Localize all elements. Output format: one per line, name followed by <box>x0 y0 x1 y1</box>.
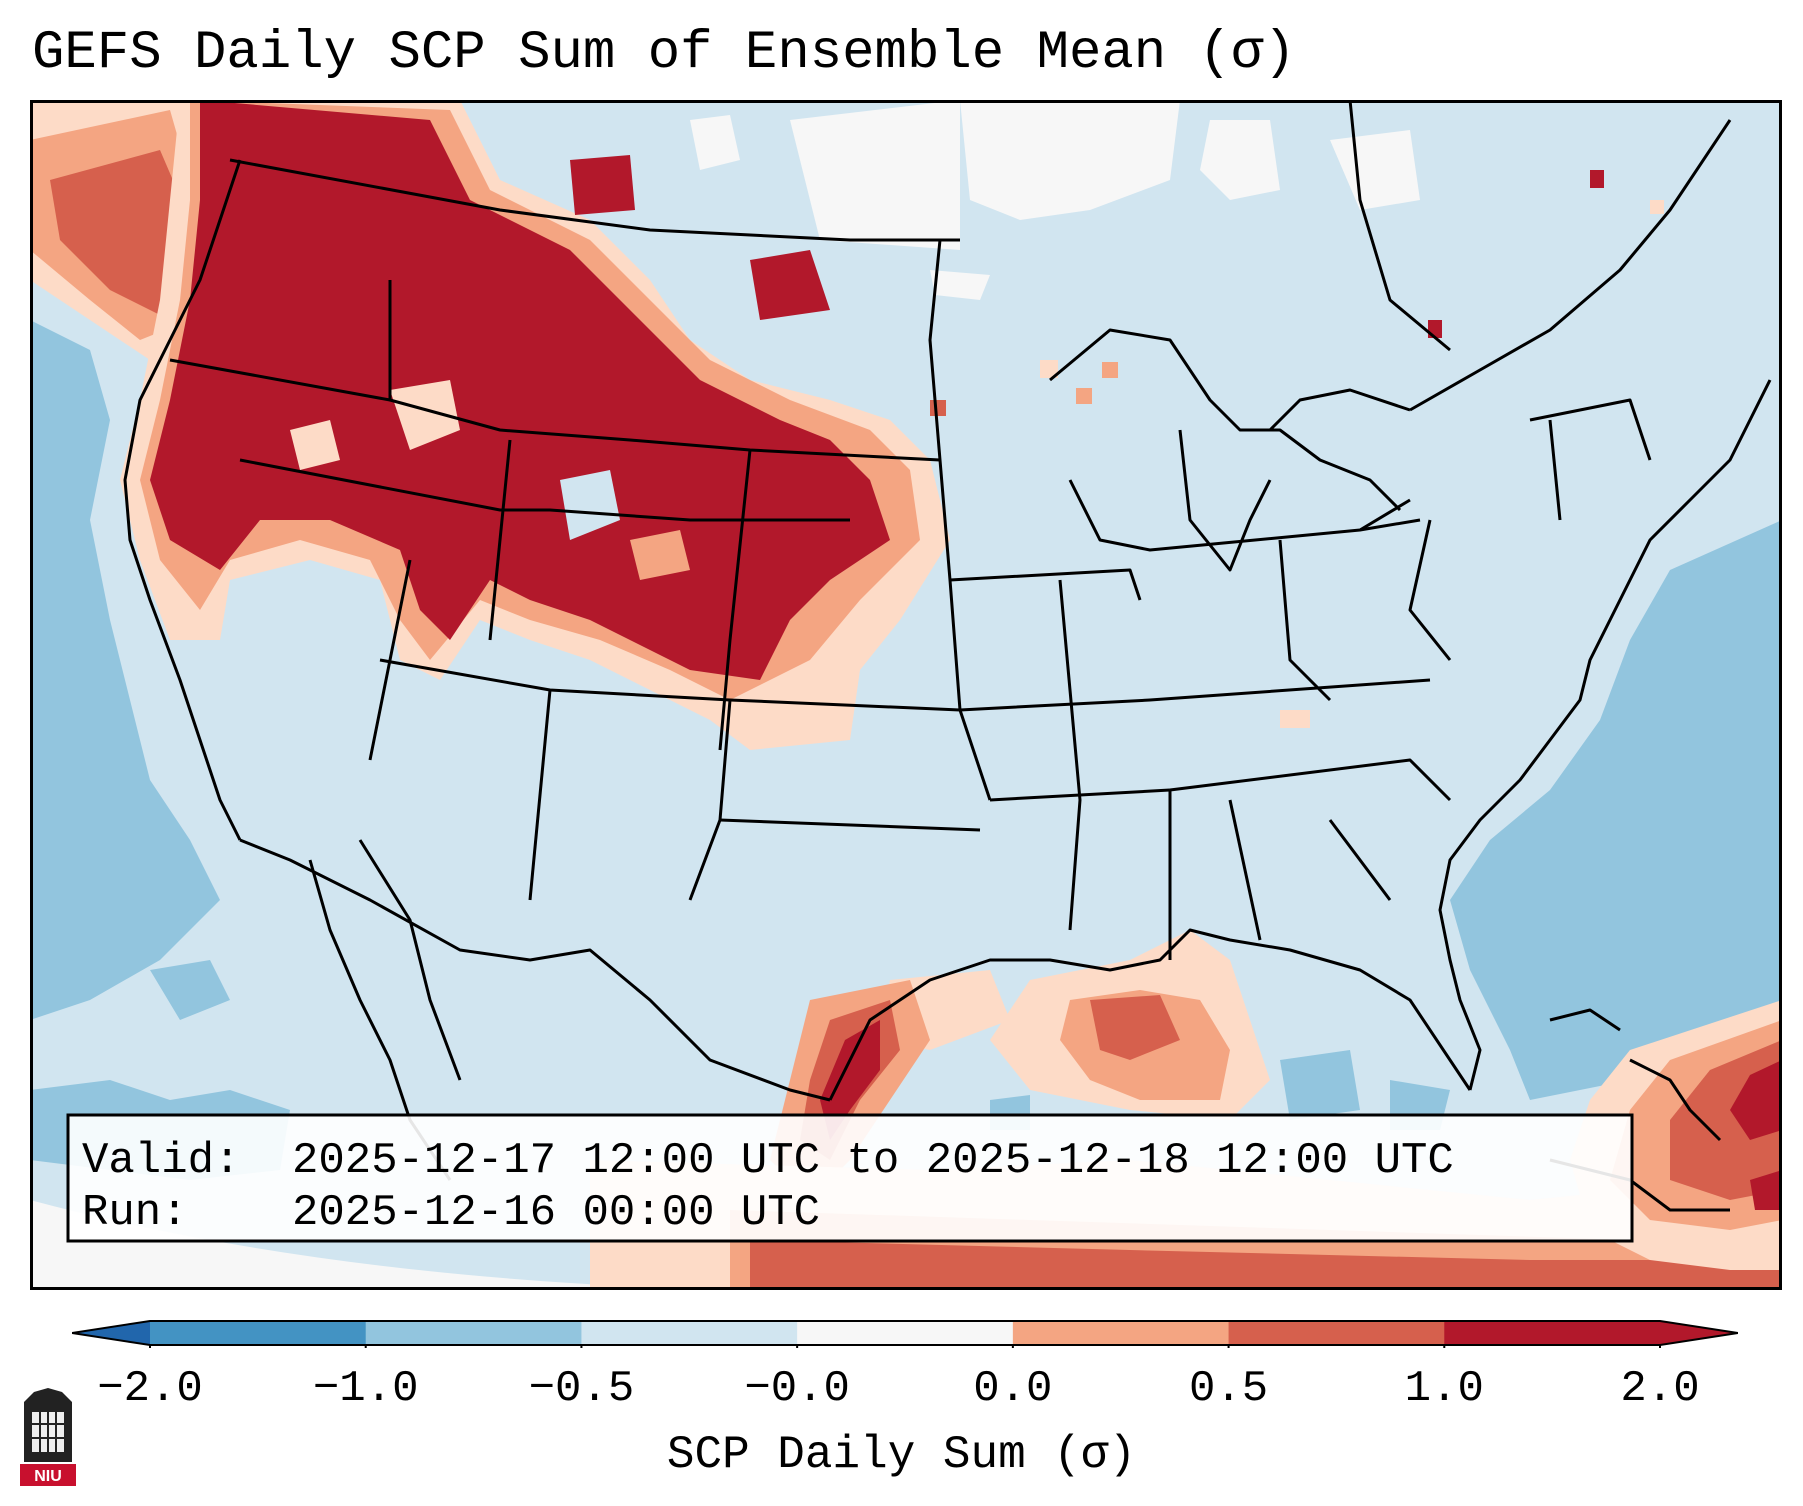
borders <box>123 100 1772 1212</box>
info-box: Valid: 2025-12-17 12:00 UTC to 2025-12-1… <box>66 1113 1634 1243</box>
colorbar-tick-label: −2.0 <box>97 1364 203 1414</box>
colorbar-segment <box>581 1321 798 1345</box>
colorbar-tick-label: 1.0 <box>1404 1364 1484 1414</box>
colorbar-tick-label: 0.5 <box>1188 1364 1269 1414</box>
logo-text: NIU <box>34 1468 62 1485</box>
map-panel: Valid: 2025-12-17 12:00 UTC to 2025-12-1… <box>30 100 1782 1290</box>
colorbar-segment <box>1012 1321 1230 1345</box>
valid-label: Valid: <box>82 1136 240 1186</box>
positive-anomaly-rockies <box>120 100 950 750</box>
colorbar-segment <box>1444 1321 1661 1345</box>
colorbar-extend-high <box>1660 1321 1738 1345</box>
colorbar-segment <box>797 1321 1014 1345</box>
run-value: 2025-12-16 00:00 UTC <box>292 1188 820 1238</box>
colorbar-tick-label: 2.0 <box>1620 1364 1700 1414</box>
negative-anomaly-areas <box>30 320 1782 1180</box>
colorbar-tick-label: 0.0 <box>973 1364 1053 1414</box>
neutral-patches <box>30 100 1420 1290</box>
niu-seal-icon: NIU <box>20 1388 76 1486</box>
positive-anomaly-atlantic <box>1570 1000 1782 1270</box>
map-frame <box>30 100 1782 1290</box>
colorbar-tick-label: −0.5 <box>528 1364 635 1414</box>
colorbar-segment <box>365 1321 582 1345</box>
colorbar-tick-label: −0.0 <box>744 1364 850 1414</box>
run-label: Run: <box>82 1188 188 1238</box>
colorbar-segment <box>1228 1321 1445 1345</box>
colorbar-tick-label: −1.0 <box>312 1364 419 1414</box>
colorbar-extend-low <box>72 1321 150 1345</box>
colorbar-segment <box>150 1321 367 1345</box>
map-title: GEFS Daily SCP Sum of Ensemble Mean (σ) <box>32 23 1296 84</box>
colorbar-label: SCP Daily Sum (σ) <box>666 1429 1137 1481</box>
colorbar <box>72 1320 1738 1348</box>
valid-value: 2025-12-17 12:00 UTC to 2025-12-18 12:00… <box>292 1136 1454 1186</box>
